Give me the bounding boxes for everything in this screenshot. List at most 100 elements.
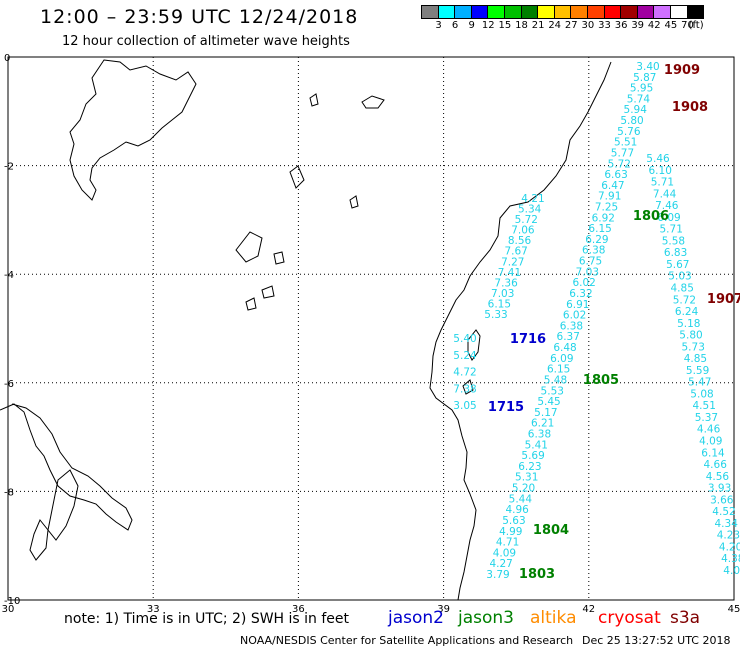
wave-height-value: 4.56 xyxy=(706,471,730,483)
wave-height-value: 3.05 xyxy=(453,400,476,412)
wave-height-value: 6.38 xyxy=(560,320,583,332)
wave-height-value: 5.80 xyxy=(620,115,643,127)
wave-height-value: 7.67 xyxy=(504,246,527,258)
wave-height-value: 6.24 xyxy=(675,306,699,318)
wave-height-value: 5.41 xyxy=(525,439,548,451)
wave-height-value: 7.36 xyxy=(494,277,518,289)
wave-height-value: 4.46 xyxy=(697,424,721,436)
colorbar-tick: 24 xyxy=(548,20,562,31)
wave-height-value: 6.21 xyxy=(531,418,554,430)
chart-title: 12:00 – 23:59 UTC 12/24/2018 xyxy=(40,6,359,28)
lake-malawi xyxy=(29,519,49,561)
wave-height-value: 6.83 xyxy=(664,247,687,259)
satellite-legend-item: cryosat xyxy=(598,608,661,628)
wave-height-value: 5.47 xyxy=(688,377,711,389)
wave-height-value: 5.48 xyxy=(544,374,567,386)
lon-tick: 39 xyxy=(437,604,450,615)
lat-tick: -4 xyxy=(4,270,14,281)
pass-id-label: 1716 xyxy=(510,332,546,347)
wave-height-value: 5.33 xyxy=(484,309,507,321)
wave-height-value: 6.09 xyxy=(657,212,680,224)
wave-height-value: 4.09 xyxy=(493,547,516,559)
wave-height-value: 4.85 xyxy=(684,353,707,365)
lake-small-1 xyxy=(273,251,285,265)
wave-height-value: 5.31 xyxy=(515,472,538,484)
wave-height-value: 5.95 xyxy=(630,83,653,95)
wave-height-value: 6.47 xyxy=(601,180,624,192)
pass-id-label: 1907 xyxy=(707,292,740,307)
wave-height-value: 4.23 xyxy=(717,530,740,542)
wave-height-value: 6.02 xyxy=(563,310,586,322)
wave-height-value: 6.15 xyxy=(547,364,570,376)
lake-rukwa xyxy=(47,469,79,541)
wave-height-value: 7.03 xyxy=(491,288,514,300)
wave-height-value: 5.45 xyxy=(537,396,560,408)
track-values: 4.215.345.727.068.567.677.277.417.367.03… xyxy=(453,61,740,581)
satellite-legend-item: s3a xyxy=(670,608,701,628)
wave-height-value: 4.85 xyxy=(671,282,694,294)
satellite-legend-item: altika xyxy=(530,608,577,628)
wave-height-value: 5.77 xyxy=(611,147,634,159)
wave-height-value: 5.18 xyxy=(677,318,700,330)
wave-height-value: 7.44 xyxy=(653,188,677,200)
wave-height-value: 6.48 xyxy=(553,342,576,354)
wave-height-value: 5.51 xyxy=(614,137,637,149)
wave-height-value: 7.91 xyxy=(598,191,621,203)
satellite-legend-item: jason2 xyxy=(388,608,444,628)
wave-height-value: 5.76 xyxy=(617,126,641,138)
map-grid xyxy=(7,56,735,601)
pass-id-label: 1804 xyxy=(533,523,569,538)
wave-height-value: 6.29 xyxy=(585,234,608,246)
wave-height-value: 5.71 xyxy=(651,177,674,189)
pass-id-label: 1803 xyxy=(519,567,555,582)
wave-height-value: 5.44 xyxy=(509,493,533,505)
map-frame xyxy=(7,56,735,601)
wave-height-value: 5.40 xyxy=(453,333,476,345)
wave-height-value: 5.67 xyxy=(666,259,689,271)
colorbar xyxy=(421,5,705,19)
wave-height-value: 3.93 xyxy=(708,483,731,495)
lat-tick: -6 xyxy=(4,379,14,390)
wave-height-value: 4.38 xyxy=(721,553,740,565)
wave-height-value: 4.27 xyxy=(489,558,512,570)
lake-small-3 xyxy=(245,297,257,311)
wave-height-value: 4.09 xyxy=(699,436,722,448)
wave-height-value: 5.73 xyxy=(682,341,705,353)
wave-height-value: 5.59 xyxy=(686,365,709,377)
lake-eyasi xyxy=(235,231,263,263)
wave-height-value: 7.46 xyxy=(655,200,679,212)
lat-tick: -8 xyxy=(4,487,14,498)
wave-height-value: 6.38 xyxy=(528,428,551,440)
wave-height-value: 4.08 xyxy=(723,565,740,577)
wave-height-value: 4.99 xyxy=(499,526,522,538)
footer-credit: NOAA/NESDIS Center for Satellite Applica… xyxy=(240,634,574,647)
colorbar-swatch xyxy=(686,5,705,19)
footer-timestamp: Dec 25 13:27:52 UTC 2018 xyxy=(582,634,731,647)
lake-small-4 xyxy=(349,195,359,209)
lon-tick: 45 xyxy=(728,604,740,615)
wave-height-value: 6.63 xyxy=(604,169,627,181)
wave-height-value: 5.53 xyxy=(541,385,564,397)
colorbar-tick: 36 xyxy=(614,20,628,31)
wave-height-value: 5.74 xyxy=(627,93,651,105)
colorbar-tick: 70 xyxy=(681,20,694,31)
wave-height-value: 5.46 xyxy=(646,153,670,165)
pass-id-label: 1908 xyxy=(672,100,708,115)
wave-height-value: 8.56 xyxy=(508,235,532,247)
wave-height-value: 5.72 xyxy=(515,214,538,226)
wave-height-value: 6.02 xyxy=(572,277,595,289)
wave-height-value: 5.08 xyxy=(690,388,713,400)
pass-id-label: 1806 xyxy=(633,209,669,224)
wave-height-value: 4.66 xyxy=(704,459,728,471)
lon-tick: 30 xyxy=(2,604,15,615)
wave-height-value: 7.25 xyxy=(595,202,618,214)
lake-tanganyika xyxy=(0,403,133,531)
wave-height-value: 5.72 xyxy=(608,158,631,170)
footer-note: note: 1) Time is in UTC; 2) SWH is in fe… xyxy=(64,611,350,627)
wave-height-value: 4.34 xyxy=(715,518,739,530)
wave-height-value: 5.94 xyxy=(624,104,648,116)
wave-height-value: 6.37 xyxy=(557,331,580,343)
lon-tick: 36 xyxy=(292,604,305,615)
chart-subtitle: 12 hour collection of altimeter wave hei… xyxy=(62,34,350,49)
lake-victoria xyxy=(69,59,197,201)
